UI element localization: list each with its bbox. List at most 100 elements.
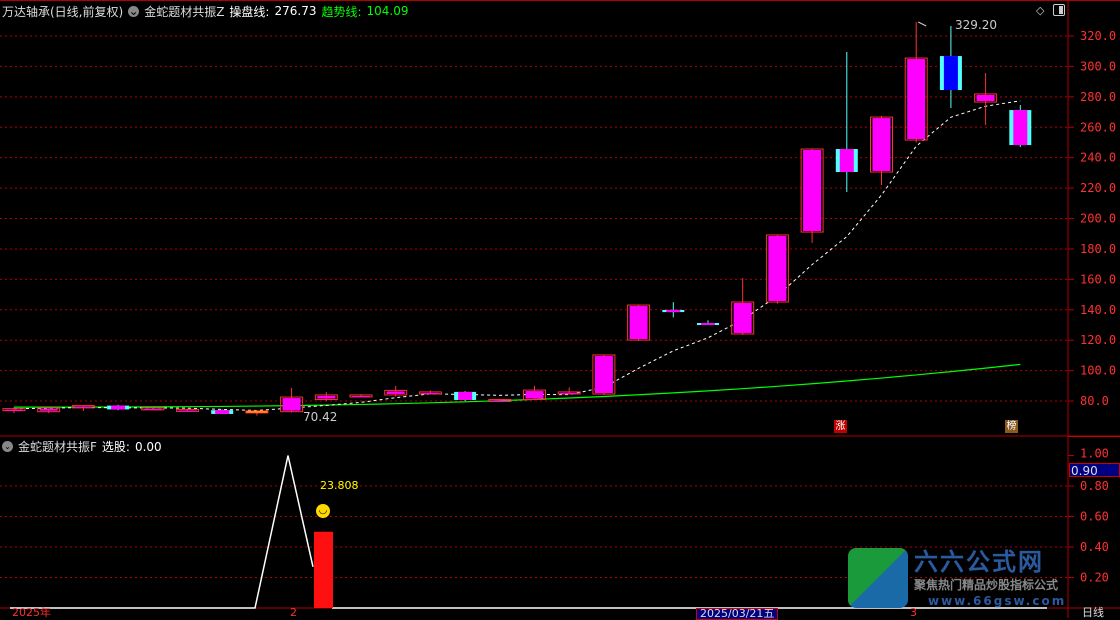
candle-body-inner bbox=[666, 309, 681, 313]
chart-title-bar: 万达轴承(日线,前复权) ⌄ 金蛇题材共振Z 操盘线: 276.73 趋势线: … bbox=[2, 3, 1032, 19]
y-tick-label: 260.0 bbox=[1080, 120, 1116, 134]
sub-y-tick-label: 0.40 bbox=[1080, 540, 1109, 554]
y-tick-label: 220.0 bbox=[1080, 181, 1116, 195]
sub-y-tick-label: 0.60 bbox=[1080, 510, 1109, 524]
candle-body-inner bbox=[803, 150, 822, 232]
candle-body-inner bbox=[74, 406, 93, 408]
candle-body-inner bbox=[421, 392, 440, 394]
candle-body bbox=[314, 394, 338, 401]
y-tick-label: 140.0 bbox=[1080, 303, 1116, 317]
date-label-month3: 3 bbox=[910, 606, 917, 619]
candle-body-inner bbox=[943, 56, 958, 90]
logo-icon bbox=[848, 548, 908, 608]
candle-body-inner bbox=[733, 303, 752, 333]
indicator-name[interactable]: 金蛇题材共振Z bbox=[144, 4, 225, 19]
candle-body-inner bbox=[282, 398, 301, 411]
candle-body bbox=[974, 93, 998, 103]
trend-line bbox=[13, 363, 1021, 408]
candle-body-inner bbox=[768, 235, 787, 302]
indicator-menu-icon[interactable]: ⌄ bbox=[128, 3, 140, 18]
y-tick-label: 180.0 bbox=[1080, 242, 1116, 256]
sub-value: 0.00 bbox=[134, 439, 162, 454]
cursor-date-label: 2025/03/21五 bbox=[696, 608, 779, 620]
sub-y-tick-label: 0.20 bbox=[1080, 571, 1109, 585]
marker-zhang: 涨 bbox=[834, 420, 847, 433]
candle-body bbox=[627, 304, 651, 341]
candle-body bbox=[800, 148, 824, 233]
sub-indicator-title: ⌄ 金蛇题材共振F 选股: 0.00 bbox=[2, 438, 162, 455]
y-tick-label: 120.0 bbox=[1080, 333, 1116, 347]
candle-body-inner bbox=[143, 408, 162, 410]
candle-body-inner bbox=[907, 59, 926, 140]
candle-body-inner bbox=[39, 408, 58, 411]
candle-body-inner bbox=[701, 323, 715, 326]
y-tick-label: 240.0 bbox=[1080, 151, 1116, 165]
sub-indicator-name[interactable]: 金蛇题材共振F bbox=[18, 440, 97, 454]
candle-body-inner bbox=[317, 395, 336, 399]
stock-name: 万达轴承(日线,前复权) bbox=[2, 4, 124, 19]
operation-line bbox=[13, 100, 1021, 411]
candle-body-inner bbox=[1013, 110, 1028, 146]
line2-label: 趋势线: bbox=[321, 4, 362, 19]
candle-body-inner bbox=[352, 395, 370, 397]
candle-body bbox=[731, 301, 755, 335]
low-price-label: 70.42 bbox=[303, 410, 338, 424]
sub-value-label: 选股: bbox=[101, 440, 130, 454]
candle-body-inner bbox=[178, 410, 197, 412]
y-tick-label: 300.0 bbox=[1080, 59, 1116, 73]
logo-url: www.66gsw.com bbox=[928, 594, 1067, 608]
candle-body-inner bbox=[839, 149, 854, 172]
y-tick-label: 160.0 bbox=[1080, 272, 1116, 286]
y-tick-label: 280.0 bbox=[1080, 90, 1116, 104]
candle-body bbox=[384, 389, 408, 396]
candle-body-inner bbox=[490, 400, 509, 402]
date-label-year: 2025年 bbox=[12, 606, 51, 619]
date-label-month2: 2 bbox=[290, 606, 297, 619]
signal-bar bbox=[314, 531, 333, 608]
logo-title: 六六公式网 bbox=[914, 548, 1044, 576]
watermark-logo: 六六公式网 聚焦热门精品炒股指标公式 www.66gsw.com bbox=[848, 548, 1067, 610]
candle-body-inner bbox=[525, 391, 544, 399]
line1-value: 276.73 bbox=[274, 4, 317, 18]
y-tick-label: 320.0 bbox=[1080, 29, 1116, 43]
y-tick-label: 200.0 bbox=[1080, 212, 1116, 226]
candle-body-inner bbox=[215, 410, 230, 414]
candle-body-inner bbox=[5, 409, 23, 411]
y-tick-label: 80.0 bbox=[1080, 394, 1109, 408]
candle-body bbox=[280, 396, 304, 413]
candle-body-inner bbox=[386, 391, 405, 394]
candle-body-inner bbox=[976, 94, 995, 102]
period-label[interactable]: 日线 bbox=[1082, 606, 1104, 619]
candle-body-inner bbox=[111, 405, 126, 410]
marker-bang: 榜 bbox=[1005, 420, 1018, 433]
line1-label: 操盘线: bbox=[229, 4, 270, 19]
logo-subtitle: 聚焦热门精品炒股指标公式 bbox=[914, 578, 1059, 592]
sub-y-tick-label: 1.00 bbox=[1080, 447, 1109, 461]
candle-body-inner bbox=[594, 355, 613, 394]
candle-body bbox=[71, 405, 95, 409]
signal-line bbox=[10, 455, 314, 609]
smiley-icon: ◡ bbox=[316, 504, 330, 518]
y-tick-label: 100.0 bbox=[1080, 364, 1116, 378]
diamond-icon[interactable]: ◇ bbox=[1036, 4, 1045, 17]
candle-body bbox=[245, 410, 269, 414]
candle-body bbox=[765, 234, 789, 303]
candle-body bbox=[523, 389, 546, 401]
candle-body bbox=[37, 407, 61, 413]
sub-y-tick-label: 0.80 bbox=[1080, 479, 1109, 493]
cursor-value-box: 0.90 bbox=[1069, 463, 1120, 478]
candle-body bbox=[870, 116, 893, 173]
line2-value: 104.09 bbox=[366, 4, 409, 18]
panel-toggle-icon[interactable] bbox=[1053, 4, 1065, 16]
bar-annotation: 23.808 bbox=[320, 479, 359, 492]
sub-indicator-menu-icon[interactable]: ⌄ bbox=[2, 441, 13, 452]
candle-body-inner bbox=[458, 391, 473, 400]
candle-body-inner bbox=[629, 306, 648, 340]
candle-body bbox=[592, 354, 616, 395]
candle-body-inner bbox=[560, 392, 579, 394]
high-pointer bbox=[917, 21, 927, 27]
candle-body bbox=[904, 57, 928, 141]
high-price-label: 329.20 bbox=[955, 18, 997, 32]
candle-body-inner bbox=[872, 118, 891, 171]
